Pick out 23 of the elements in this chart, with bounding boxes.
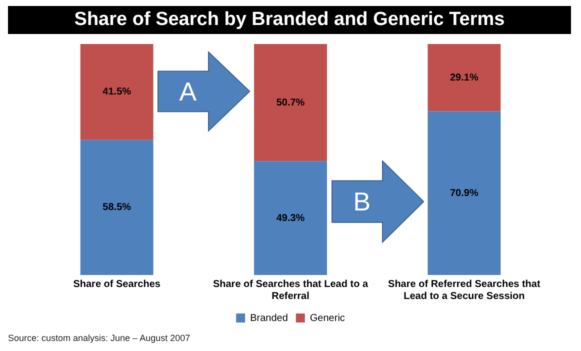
data-label: 58.5% [102,202,132,214]
data-label: 29.1% [450,72,478,84]
data-label: 70.9% [450,188,478,199]
chart-title: Share of Search by Branded and Generic Terms [8,6,571,34]
x-tick-label: Share of Referred Searches that Lead to a Secure Session [388,278,541,302]
legend-label: Branded [250,312,288,324]
bar [80,140,154,275]
annotation: A [179,76,198,106]
bar [428,111,501,275]
x-tick-label: Share of Searches [73,278,161,290]
bar [80,44,154,140]
data-label: 49.3% [276,212,305,224]
bar [254,44,327,162]
x-tick-label: Share of Searches that Lead to a Referral [212,278,368,302]
arrow-icon: B [330,160,424,243]
bar [428,44,501,112]
bar [254,161,327,275]
source-note: Source: custom analysis: June – August 2007 [8,333,190,343]
data-label: 50.7% [276,97,305,108]
legend-label: Generic [310,312,345,324]
data-label: 41.5% [102,86,132,98]
arrow-icon: A [156,50,250,132]
annotation: B [352,186,370,216]
